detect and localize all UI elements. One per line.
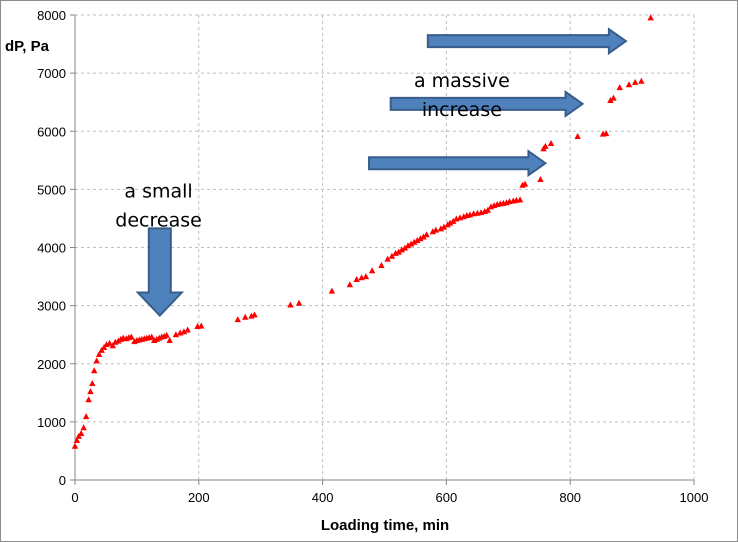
- data-point: [420, 233, 427, 240]
- data-point: [574, 132, 581, 139]
- y-tick-label: 0: [59, 473, 66, 488]
- data-point: [109, 342, 116, 349]
- data-point: [166, 337, 173, 343]
- annotations: a small decrease a massive increase: [115, 70, 509, 231]
- data-point: [432, 226, 440, 233]
- data-point: [450, 217, 457, 224]
- arrow-right: [389, 90, 585, 118]
- data-point: [87, 388, 94, 395]
- x-tick-label: 1000: [680, 490, 709, 505]
- data-point: [411, 238, 418, 245]
- arrows: [135, 27, 628, 317]
- data-point: [414, 237, 421, 244]
- annotation-text: a small decrease: [115, 181, 202, 232]
- y-tick-label: 5000: [37, 182, 66, 197]
- data-point: [610, 94, 617, 101]
- data-point: [251, 311, 258, 318]
- data-point: [602, 130, 610, 137]
- data-point: [638, 77, 645, 84]
- data-point: [401, 244, 409, 251]
- y-tick-label: 2000: [37, 357, 66, 372]
- data-point: [362, 273, 370, 280]
- data-point: [295, 299, 303, 306]
- data-point: [163, 331, 170, 338]
- data-point: [398, 246, 406, 253]
- x-tick-labels: 0 200 400 600 800 1000: [71, 490, 708, 505]
- data-point: [378, 262, 385, 269]
- data-point: [407, 240, 415, 247]
- data-point: [346, 281, 354, 288]
- data-point: [198, 322, 205, 329]
- y-tick-label: 8000: [37, 8, 66, 23]
- data-point: [368, 267, 376, 274]
- data-point: [446, 219, 454, 226]
- data-point: [388, 252, 396, 259]
- data-point: [423, 231, 430, 238]
- data-point: [73, 436, 81, 443]
- data-point: [384, 255, 391, 262]
- data-point: [82, 413, 90, 420]
- data-point: [484, 206, 492, 213]
- y-axis-title: dP, Pa: [5, 38, 50, 55]
- data-point: [625, 81, 633, 88]
- data-point: [287, 301, 294, 308]
- arrow-right: [426, 27, 628, 56]
- data-point: [417, 235, 424, 242]
- x-axis-title: Loading time, min: [321, 517, 449, 534]
- y-tick-label: 6000: [37, 124, 66, 139]
- data-point: [80, 424, 87, 431]
- arrow-right: [368, 149, 548, 178]
- y-tick-label: 7000: [37, 66, 66, 81]
- data-point: [106, 339, 113, 346]
- data-point: [128, 333, 135, 340]
- y-tick-labels: 0 1000 2000 3000 4000 5000 6000 7000 8000: [37, 8, 66, 488]
- annotation-text: a massive increase: [414, 70, 510, 121]
- data-point: [404, 242, 412, 249]
- data-point: [89, 380, 96, 387]
- x-tick-label: 800: [559, 490, 581, 505]
- data-point: [537, 175, 544, 182]
- data-points: [71, 14, 654, 449]
- data-point: [93, 357, 100, 364]
- data-point: [184, 326, 191, 333]
- data-point: [328, 287, 336, 294]
- data-point: [172, 331, 180, 338]
- x-tick-label: 400: [312, 490, 334, 505]
- x-tick-label: 0: [71, 490, 78, 505]
- x-tick-label: 600: [436, 490, 458, 505]
- data-point: [395, 248, 402, 255]
- data-point: [631, 78, 639, 85]
- data-point: [440, 223, 448, 230]
- y-tick-label: 1000: [37, 415, 66, 430]
- data-point: [437, 225, 445, 232]
- y-tick-label: 3000: [37, 299, 66, 314]
- data-point: [607, 96, 614, 103]
- data-point: [71, 442, 79, 449]
- y-tick-label: 4000: [37, 241, 66, 256]
- data-point: [148, 333, 155, 340]
- data-point: [616, 84, 623, 91]
- data-point: [521, 180, 529, 187]
- grid-layer: [70, 14, 695, 485]
- data-point: [77, 430, 85, 436]
- data-point: [353, 275, 360, 282]
- data-point: [547, 139, 555, 146]
- x-tick-label: 200: [188, 490, 210, 505]
- data-point: [429, 228, 436, 235]
- data-point: [542, 142, 549, 149]
- data-point: [85, 396, 92, 403]
- axis-layer: [74, 15, 694, 481]
- data-point: [242, 313, 249, 320]
- data-point: [180, 328, 188, 335]
- data-point: [95, 350, 103, 357]
- data-point: [516, 196, 524, 203]
- arrow-down: [135, 227, 185, 317]
- data-point: [90, 367, 98, 374]
- data-point: [234, 316, 241, 323]
- data-point: [647, 14, 654, 21]
